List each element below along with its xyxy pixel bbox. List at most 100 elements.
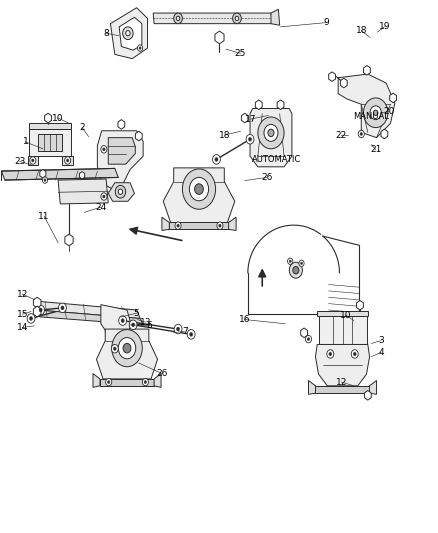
Circle shape	[30, 157, 36, 164]
Polygon shape	[369, 381, 376, 394]
Polygon shape	[97, 131, 143, 191]
Circle shape	[305, 335, 311, 343]
Circle shape	[300, 262, 302, 264]
Polygon shape	[58, 179, 108, 204]
Circle shape	[212, 155, 220, 164]
Polygon shape	[389, 93, 396, 103]
Circle shape	[232, 13, 241, 23]
Text: 26: 26	[260, 173, 272, 182]
Circle shape	[369, 106, 381, 119]
Text: 10: 10	[52, 114, 64, 123]
Circle shape	[118, 189, 122, 195]
Circle shape	[61, 306, 64, 310]
Circle shape	[176, 16, 180, 20]
Text: 22: 22	[334, 131, 346, 140]
Circle shape	[182, 169, 215, 209]
Text: AUTOMATIC: AUTOMATIC	[251, 155, 300, 164]
Polygon shape	[337, 74, 394, 138]
Circle shape	[177, 224, 179, 227]
Polygon shape	[28, 156, 38, 165]
Circle shape	[102, 195, 105, 198]
Text: 14: 14	[17, 323, 28, 332]
Circle shape	[131, 323, 134, 327]
Circle shape	[129, 320, 137, 329]
Polygon shape	[108, 183, 134, 201]
Circle shape	[32, 159, 34, 162]
Circle shape	[102, 148, 105, 151]
Text: 21: 21	[369, 146, 381, 155]
Circle shape	[115, 185, 125, 198]
Polygon shape	[96, 329, 157, 379]
Circle shape	[142, 378, 148, 386]
Polygon shape	[40, 169, 46, 178]
Circle shape	[112, 329, 142, 367]
Circle shape	[121, 319, 124, 322]
Polygon shape	[250, 109, 291, 167]
Polygon shape	[62, 156, 73, 165]
Circle shape	[29, 317, 32, 320]
Circle shape	[267, 129, 273, 136]
Text: 16: 16	[239, 315, 250, 324]
Circle shape	[353, 352, 355, 356]
Text: 18: 18	[355, 26, 366, 35]
Circle shape	[218, 224, 221, 227]
Circle shape	[64, 157, 71, 164]
Circle shape	[101, 193, 107, 200]
Circle shape	[27, 314, 35, 323]
Circle shape	[123, 343, 131, 353]
Text: 18: 18	[219, 131, 230, 140]
Circle shape	[350, 350, 357, 358]
Text: 13: 13	[139, 318, 151, 327]
Text: 12: 12	[17, 289, 28, 298]
Polygon shape	[276, 100, 283, 110]
Circle shape	[137, 45, 142, 51]
Circle shape	[248, 138, 251, 141]
Polygon shape	[108, 138, 135, 164]
Circle shape	[373, 110, 377, 115]
Text: 11: 11	[38, 212, 50, 221]
Polygon shape	[380, 129, 387, 139]
Polygon shape	[110, 8, 147, 59]
Polygon shape	[154, 374, 161, 387]
Circle shape	[363, 98, 387, 127]
Circle shape	[214, 157, 218, 161]
Circle shape	[173, 13, 182, 23]
Circle shape	[187, 329, 194, 339]
Circle shape	[174, 324, 182, 334]
Text: 1: 1	[22, 138, 28, 147]
Circle shape	[122, 27, 133, 39]
Polygon shape	[93, 374, 100, 387]
Text: 9: 9	[323, 18, 328, 27]
Text: 23: 23	[14, 157, 25, 166]
Polygon shape	[135, 131, 142, 141]
Polygon shape	[215, 31, 223, 44]
Circle shape	[118, 337, 135, 359]
Text: 5: 5	[134, 309, 139, 318]
Circle shape	[328, 352, 331, 356]
Text: 10: 10	[339, 311, 351, 320]
Circle shape	[357, 130, 364, 138]
Circle shape	[111, 344, 118, 353]
Circle shape	[307, 338, 309, 341]
Text: 6: 6	[146, 321, 152, 330]
Polygon shape	[34, 301, 140, 318]
Circle shape	[113, 347, 116, 350]
Circle shape	[106, 378, 112, 386]
Polygon shape	[308, 381, 315, 394]
Text: 25: 25	[234, 49, 246, 58]
Polygon shape	[270, 10, 279, 25]
Circle shape	[66, 159, 69, 162]
Circle shape	[42, 177, 47, 183]
Circle shape	[175, 222, 181, 229]
Text: 8: 8	[103, 29, 109, 38]
Polygon shape	[38, 134, 62, 151]
Polygon shape	[33, 306, 41, 317]
Polygon shape	[1, 168, 118, 180]
Text: 7: 7	[181, 327, 187, 336]
Circle shape	[144, 381, 146, 384]
Circle shape	[326, 350, 333, 358]
Polygon shape	[317, 311, 367, 316]
Circle shape	[118, 316, 126, 325]
Text: 15: 15	[17, 310, 28, 319]
Polygon shape	[318, 316, 366, 344]
